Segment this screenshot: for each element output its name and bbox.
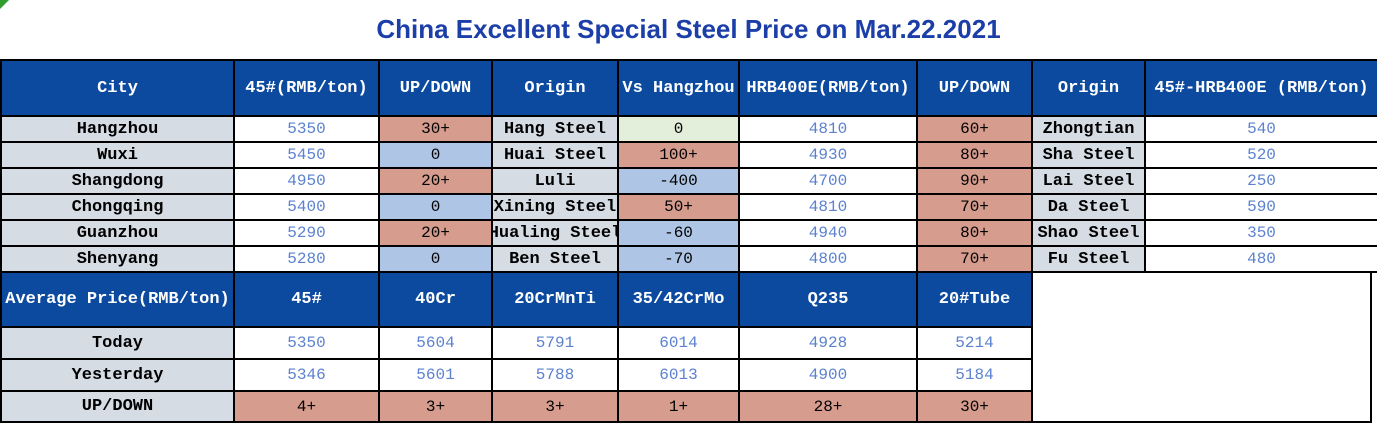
avg-value: 4928: [740, 328, 916, 358]
cell-diff: 590: [1146, 195, 1377, 219]
cell-diff: 480: [1146, 247, 1377, 271]
cell-origin-45: Hualing Steel: [493, 221, 617, 245]
title-bar: China Excellent Special Steel Price on M…: [0, 0, 1377, 59]
avg-header-q235: Q235: [740, 273, 916, 326]
avg-header-20crmnti: 20CrMnTi: [493, 273, 617, 326]
avg-updown: 3+: [380, 392, 491, 421]
price-table: City 45#(RMB/ton) UP/DOWN Origin Vs Hang…: [0, 59, 1377, 273]
col-header-diff: 45#-HRB400E (RMB/ton): [1146, 61, 1377, 115]
avg-updown: 3+: [493, 392, 617, 421]
cell-45-price: 5350: [235, 117, 378, 141]
avg-value: 5601: [380, 360, 491, 390]
cell-updown-45: 0: [380, 143, 491, 167]
avg-row-label: UP/DOWN: [2, 392, 233, 421]
cell-diff: 520: [1146, 143, 1377, 167]
cell-hrb-price: 4930: [740, 143, 916, 167]
avg-updown: 1+: [619, 392, 738, 421]
cell-updown-hrb: 70+: [918, 195, 1031, 219]
avg-header-20tube: 20#Tube: [918, 273, 1031, 326]
cell-45-price: 4950: [235, 169, 378, 193]
cell-updown-45: 20+: [380, 221, 491, 245]
cell-hrb-price: 4810: [740, 117, 916, 141]
cell-diff: 350: [1146, 221, 1377, 245]
col-header-hrb400e: HRB400E(RMB/ton): [740, 61, 916, 115]
col-header-vs-hangzhou: Vs Hangzhou: [619, 61, 738, 115]
avg-row-label: Today: [2, 328, 233, 358]
avg-header-3542crmo: 35/42CrMo: [619, 273, 738, 326]
cell-origin-hrb: Shao Steel: [1033, 221, 1144, 245]
avg-value: 5184: [918, 360, 1031, 390]
cell-city: Hangzhou: [2, 117, 233, 141]
cell-vs-hangzhou: -400: [619, 169, 738, 193]
cell-updown-hrb: 70+: [918, 247, 1031, 271]
avg-value: 5604: [380, 328, 491, 358]
cell-origin-45: Hang Steel: [493, 117, 617, 141]
spreadsheet-corner-marker-icon: [0, 0, 9, 9]
avg-updown: 4+: [235, 392, 378, 421]
cell-city: Shangdong: [2, 169, 233, 193]
cell-origin-hrb: Lai Steel: [1033, 169, 1144, 193]
cell-origin-hrb: Fu Steel: [1033, 247, 1144, 271]
cell-updown-45: 30+: [380, 117, 491, 141]
avg-value: 5791: [493, 328, 617, 358]
col-header-updown-45: UP/DOWN: [380, 61, 491, 115]
avg-updown: 30+: [918, 392, 1031, 421]
avg-header-label: Average Price(RMB/ton): [2, 273, 233, 326]
cell-city: Chongqing: [2, 195, 233, 219]
cell-hrb-price: 4800: [740, 247, 916, 271]
cell-vs-hangzhou: 50+: [619, 195, 738, 219]
cell-origin-45: Luli: [493, 169, 617, 193]
cell-updown-hrb: 60+: [918, 117, 1031, 141]
cell-45-price: 5290: [235, 221, 378, 245]
empty-bordered-region: [1031, 271, 1372, 423]
col-header-updown-hrb: UP/DOWN: [918, 61, 1031, 115]
cell-diff: 540: [1146, 117, 1377, 141]
col-header-45-price: 45#(RMB/ton): [235, 61, 378, 115]
avg-row-label: Yesterday: [2, 360, 233, 390]
cell-vs-hangzhou: -70: [619, 247, 738, 271]
cell-origin-45: Ben Steel: [493, 247, 617, 271]
cell-updown-45: 0: [380, 195, 491, 219]
cell-city: Guanzhou: [2, 221, 233, 245]
cell-hrb-price: 4810: [740, 195, 916, 219]
cell-vs-hangzhou: -60: [619, 221, 738, 245]
avg-value: 6014: [619, 328, 738, 358]
cell-45-price: 5450: [235, 143, 378, 167]
avg-header-40cr: 40Cr: [380, 273, 491, 326]
avg-value: 5788: [493, 360, 617, 390]
cell-origin-hrb: Zhongtian: [1033, 117, 1144, 141]
avg-value: 5214: [918, 328, 1031, 358]
cell-vs-hangzhou: 100+: [619, 143, 738, 167]
cell-origin-45: Xining Steel: [493, 195, 617, 219]
cell-hrb-price: 4940: [740, 221, 916, 245]
cell-city: Wuxi: [2, 143, 233, 167]
cell-vs-hangzhou: 0: [619, 117, 738, 141]
col-header-origin-hrb: Origin: [1033, 61, 1144, 115]
cell-updown-hrb: 80+: [918, 221, 1031, 245]
cell-updown-45: 0: [380, 247, 491, 271]
cell-updown-hrb: 80+: [918, 143, 1031, 167]
page-title: China Excellent Special Steel Price on M…: [376, 14, 1001, 44]
cell-45-price: 5400: [235, 195, 378, 219]
avg-header-45: 45#: [235, 273, 378, 326]
cell-updown-hrb: 90+: [918, 169, 1031, 193]
cell-origin-45: Huai Steel: [493, 143, 617, 167]
cell-origin-hrb: Sha Steel: [1033, 143, 1144, 167]
avg-updown: 28+: [740, 392, 916, 421]
avg-value: 5350: [235, 328, 378, 358]
cell-hrb-price: 4700: [740, 169, 916, 193]
cell-diff: 250: [1146, 169, 1377, 193]
avg-value: 6013: [619, 360, 738, 390]
col-header-city: City: [2, 61, 233, 115]
cell-city: Shenyang: [2, 247, 233, 271]
average-price-table: Average Price(RMB/ton) 45# 40Cr 20CrMnTi…: [0, 271, 1033, 423]
avg-value: 4900: [740, 360, 916, 390]
col-header-origin-45: Origin: [493, 61, 617, 115]
cell-45-price: 5280: [235, 247, 378, 271]
cell-updown-45: 20+: [380, 169, 491, 193]
avg-value: 5346: [235, 360, 378, 390]
cell-origin-hrb: Da Steel: [1033, 195, 1144, 219]
